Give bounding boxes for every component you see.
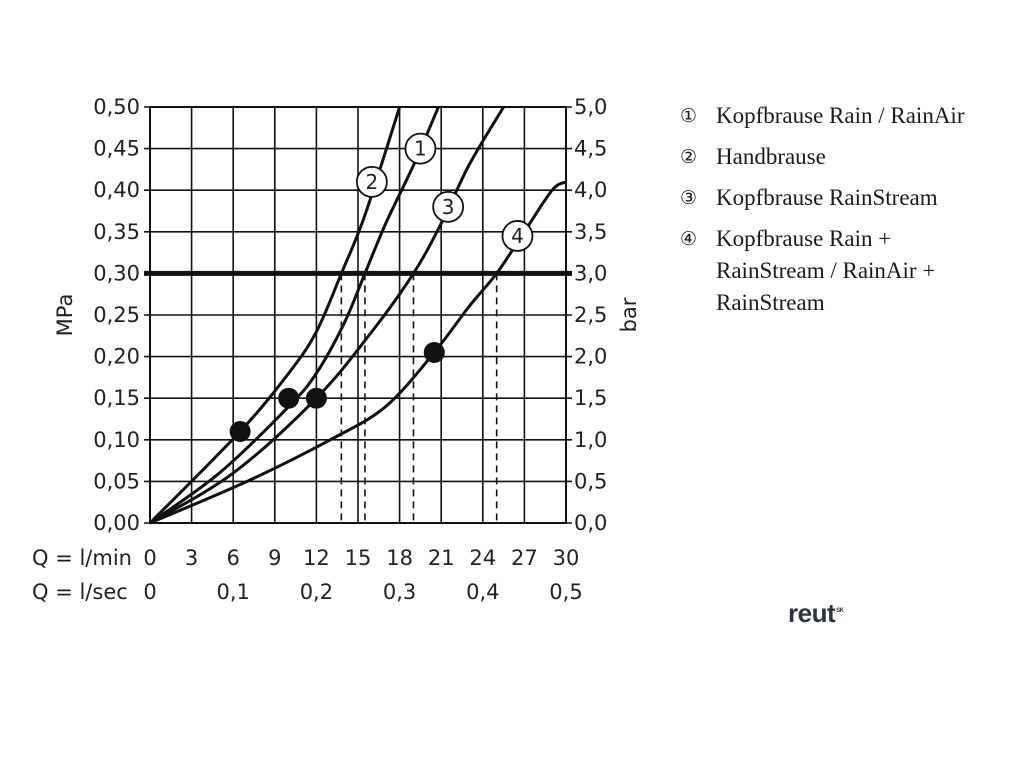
- x-tick-lsec: 0,3: [383, 580, 416, 604]
- y-tick-left: 0,30: [93, 261, 140, 285]
- curves: [148, 106, 567, 525]
- y-tick-left: 0,10: [93, 428, 140, 452]
- legend-text-2: Handbrause: [716, 144, 826, 169]
- x-tick-lmin: 3: [185, 546, 198, 570]
- x-tick-lmin: 18: [386, 546, 413, 570]
- x-tick-lmin: 6: [227, 546, 240, 570]
- y-tick-left: 0,45: [93, 137, 140, 161]
- drop-lines: [340, 273, 498, 523]
- y-tick-right: 0,5: [574, 469, 607, 493]
- brand-logo: reutSK: [788, 598, 844, 629]
- curve-3: [149, 106, 505, 525]
- curve-label-circle-1: [404, 132, 437, 165]
- curve-label-1: 1: [414, 137, 427, 161]
- legend-item-4: ④ Kopfbrause Rain + RainStream / RainAir…: [680, 223, 1000, 319]
- marker-2: [229, 420, 251, 442]
- curve-1: [149, 106, 440, 525]
- legend-number-3: ③: [680, 187, 698, 209]
- x-tick-lmin: 27: [511, 546, 538, 570]
- x-tick-lmin: 21: [428, 546, 455, 570]
- markers: [229, 341, 445, 442]
- y-tick-right: 4,5: [574, 137, 607, 161]
- y-tick-right: 1,0: [574, 428, 607, 452]
- x-tick-lsec: 0,2: [300, 580, 333, 604]
- y-tick-left: 0,05: [93, 469, 140, 493]
- y-tick-left: 0,00: [93, 511, 140, 535]
- y-tick-right: 3,5: [574, 220, 607, 244]
- curve-label-4: 4: [511, 224, 524, 248]
- legend-item-3: ③ Kopfbrause RainStream: [680, 182, 1000, 214]
- y-tick-left: 0,35: [93, 220, 140, 244]
- y-tick-right: 2,5: [574, 303, 607, 327]
- legend-item-2: ② Handbrause: [680, 141, 1000, 173]
- y-tick-left: 0,15: [93, 386, 140, 410]
- legend-number-4: ④: [680, 228, 698, 250]
- y-tick-left: 0,40: [93, 178, 140, 202]
- chart-grid: [144, 106, 572, 524]
- marker-4: [423, 341, 445, 363]
- x-tick-lsec: 0: [143, 580, 156, 604]
- x-tick-lmin: 0: [143, 546, 156, 570]
- curve-label-circle-2: [355, 165, 388, 198]
- x-axis-title-lmin: Q = l/min: [32, 546, 132, 570]
- x-tick-lmin: 12: [303, 546, 330, 570]
- x-tick-lsec: 0,5: [549, 580, 582, 604]
- y-tick-right: 4,0: [574, 178, 607, 202]
- legend-text-1: Kopfbrause Rain / RainAir: [716, 103, 965, 128]
- y-tick-right: 1,5: [574, 386, 607, 410]
- y-tick-right: 3,0: [574, 261, 607, 285]
- curve-2: [148, 106, 402, 525]
- brand-suffix: SK: [836, 608, 844, 615]
- x-tick-lmin: 24: [469, 546, 496, 570]
- x-tick-lmin: 9: [268, 546, 281, 570]
- curve-label-3: 3: [442, 195, 455, 219]
- marker-3: [305, 387, 327, 409]
- x-tick-lsec: 0,4: [466, 580, 499, 604]
- marker-1: [278, 387, 300, 409]
- curve-label-2: 2: [365, 170, 378, 194]
- curve-label-circle-3: [432, 190, 465, 223]
- y-tick-left: 0,25: [93, 303, 140, 327]
- legend-item-1: ① Kopfbrause Rain / RainAir: [680, 100, 1000, 132]
- y-tick-right: 2,0: [574, 345, 607, 369]
- legend-number-2: ②: [680, 146, 698, 168]
- legend: ① Kopfbrause Rain / RainAir ② Handbrause…: [680, 100, 1000, 328]
- plot-frame: [149, 106, 567, 524]
- x-tick-lsec: 0,1: [216, 580, 249, 604]
- y-axis-title-right: bar: [617, 297, 641, 332]
- y-axis-title-left: MPa: [53, 294, 77, 337]
- curve-label-circle-4: [501, 220, 534, 252]
- x-tick-lmin: 15: [345, 546, 372, 570]
- y-tick-left: 0,50: [93, 95, 140, 119]
- x-tick-lmin: 30: [553, 546, 580, 570]
- tick-labels: 0,000,050,100,150,200,250,300,350,400,45…: [93, 95, 607, 604]
- y-tick-left: 0,20: [93, 345, 140, 369]
- legend-text-4: Kopfbrause Rain + RainStream / RainAir +…: [716, 226, 936, 315]
- legend-number-1: ①: [680, 105, 698, 127]
- y-tick-right: 0,0: [574, 511, 607, 535]
- legend-text-3: Kopfbrause RainStream: [716, 185, 938, 210]
- y-tick-right: 5,0: [574, 95, 607, 119]
- x-axis-title-lsec: Q = l/sec: [32, 580, 128, 604]
- curve-labels: 1 2 3 4: [355, 132, 534, 252]
- brand-name: reut: [788, 598, 836, 628]
